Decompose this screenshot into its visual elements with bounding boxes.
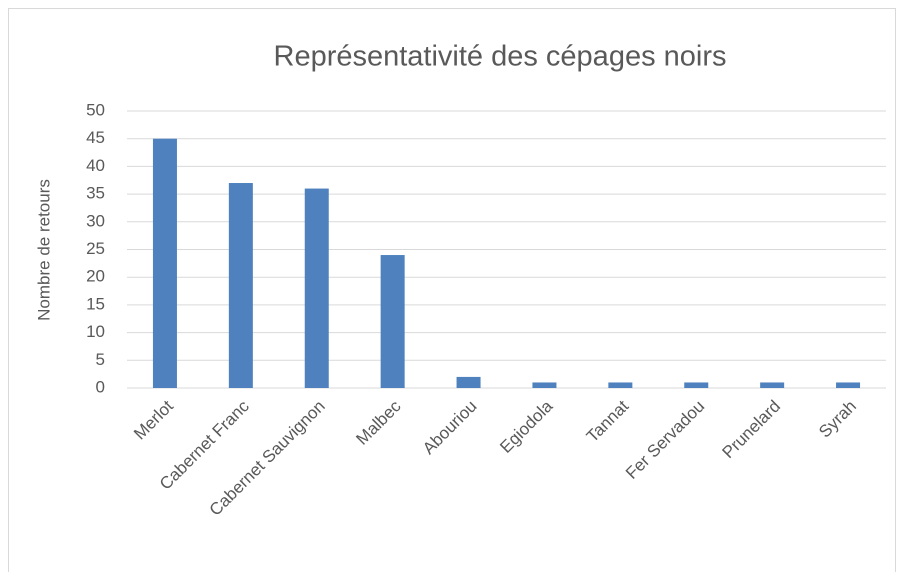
bar bbox=[380, 255, 405, 388]
y-tick-label: 35 bbox=[86, 184, 105, 203]
bar bbox=[836, 382, 861, 388]
bar bbox=[228, 183, 253, 388]
bar bbox=[684, 382, 709, 388]
bar bbox=[760, 382, 785, 388]
y-tick-label: 50 bbox=[86, 100, 105, 119]
chart-title: Représentativité des cépages noirs bbox=[274, 41, 727, 73]
y-tick-label: 15 bbox=[86, 294, 105, 313]
y-tick-label: 40 bbox=[86, 156, 105, 175]
bar bbox=[304, 188, 329, 388]
y-tick-label: 0 bbox=[96, 377, 105, 396]
y-tick-label: 30 bbox=[86, 211, 105, 230]
y-tick-label: 10 bbox=[86, 322, 105, 341]
bar bbox=[532, 382, 557, 388]
y-tick-label: 45 bbox=[86, 128, 105, 147]
chart-border bbox=[8, 8, 896, 572]
y-tick-label: 25 bbox=[86, 239, 105, 258]
y-tick-label: 20 bbox=[86, 267, 105, 286]
y-axis-label: Nombre de retours bbox=[34, 179, 53, 321]
y-tick-label: 5 bbox=[96, 350, 105, 369]
bar bbox=[152, 138, 177, 388]
bar bbox=[456, 376, 481, 388]
bar bbox=[608, 382, 633, 388]
